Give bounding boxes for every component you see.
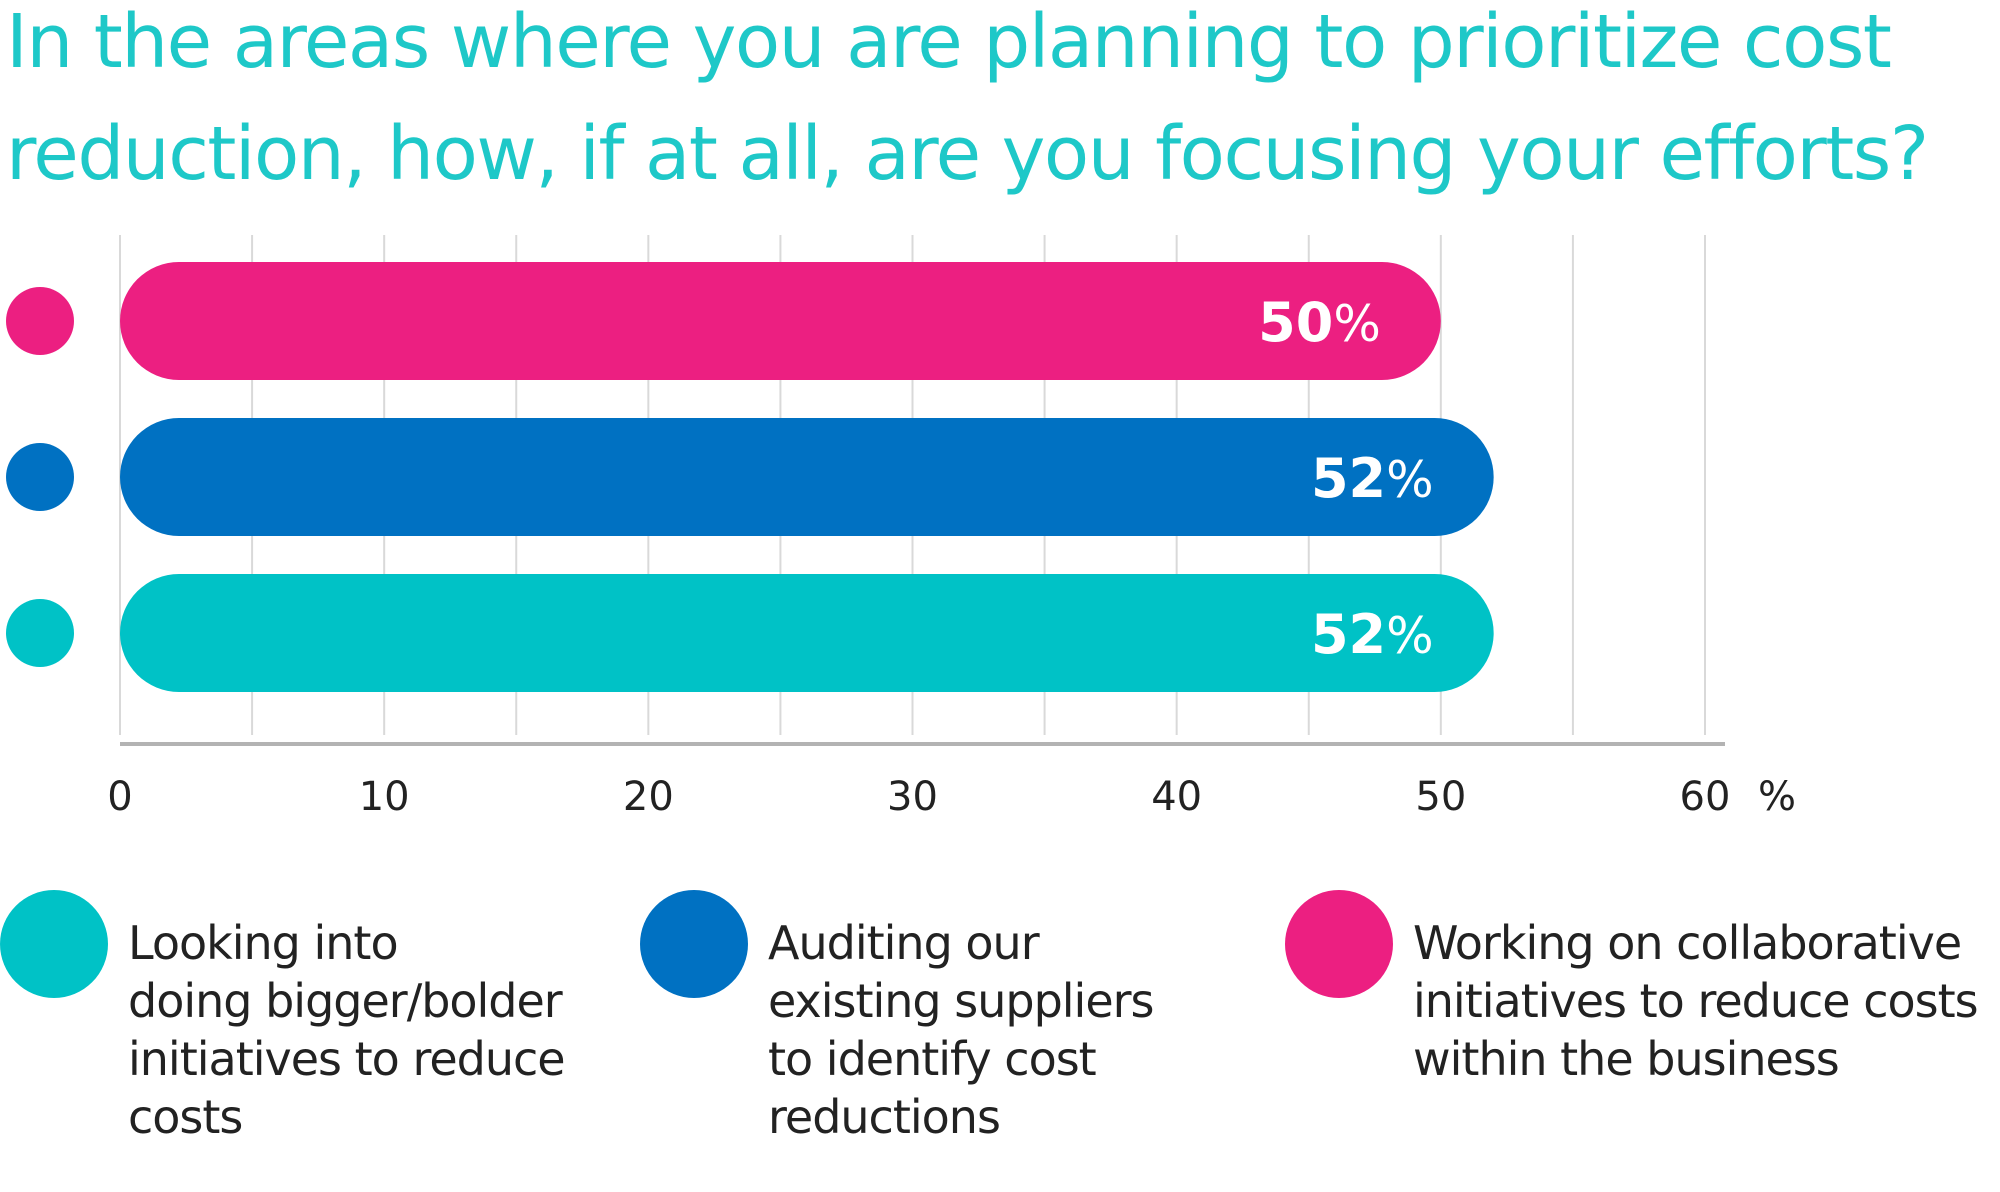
x-tick-label: 40 [1151,774,1202,820]
legend-label-line: to identify cost [768,1032,1097,1086]
chart-title: In the areas where you are planning to p… [6,0,1966,210]
legend: Looking into doing bigger/bolder initiat… [0,890,2000,1150]
legend-item-bigger-bolder: Looking into doing bigger/bolder initiat… [0,890,566,1146]
legend-swatch-pink [1285,890,1393,998]
bar-value-label: 52% [1311,447,1434,510]
x-tick-label: 0 [107,774,132,820]
legend-item-collaborative: Working on collaborative initiatives to … [1285,890,1979,1088]
bar-value-label: 50% [1258,291,1381,354]
x-tick-label: 10 [359,774,410,820]
x-tick-label: 50 [1415,774,1466,820]
x-tick-label: 30 [887,774,938,820]
legend-label-line: initiatives to reduce costs [1413,974,1979,1028]
legend-label-line: reductions [768,1090,1001,1144]
bar-marker-dot [6,599,74,667]
chart-title-line-2: reduction, how, if at all, are you focus… [6,111,1929,197]
bar [120,574,1494,692]
legend-label-line: existing suppliers [768,974,1155,1028]
bar-chart: 50% 52% 52% 0 10 20 30 40 50 60% [6,235,1796,820]
x-axis: 0 10 20 30 40 50 60% [107,742,1796,820]
legend-label-line: Looking into [128,916,399,970]
legend-swatch-blue [640,890,748,998]
legend-label-line: costs [128,1090,243,1144]
legend-swatch-teal [0,890,108,998]
x-axis-unit: % [1758,774,1796,820]
legend-label: Auditing our existing suppliers to ident… [768,914,1155,1146]
legend-label: Working on collaborative initiatives to … [1413,914,1979,1088]
legend-label-line: doing bigger/bolder [128,974,563,1028]
bars: 50% 52% 52% [6,262,1494,692]
bar [120,262,1441,380]
bar [120,418,1494,536]
bar-marker-dot [6,443,74,511]
legend-label-line: initiatives to reduce [128,1032,566,1086]
legend-label-line: Auditing our [768,916,1040,970]
bar-value-label: 52% [1311,603,1434,666]
chart-title-line-1: In the areas where you are planning to p… [6,0,1892,85]
x-tick-label: 60 [1680,774,1731,820]
legend-label: Looking into doing bigger/bolder initiat… [128,914,566,1146]
legend-item-auditing-suppliers: Auditing our existing suppliers to ident… [640,890,1155,1146]
legend-label-line: Working on collaborative [1413,916,1962,970]
bar-marker-dot [6,287,74,355]
legend-label-line: within the business [1413,1032,1840,1086]
x-tick-label: 20 [623,774,674,820]
